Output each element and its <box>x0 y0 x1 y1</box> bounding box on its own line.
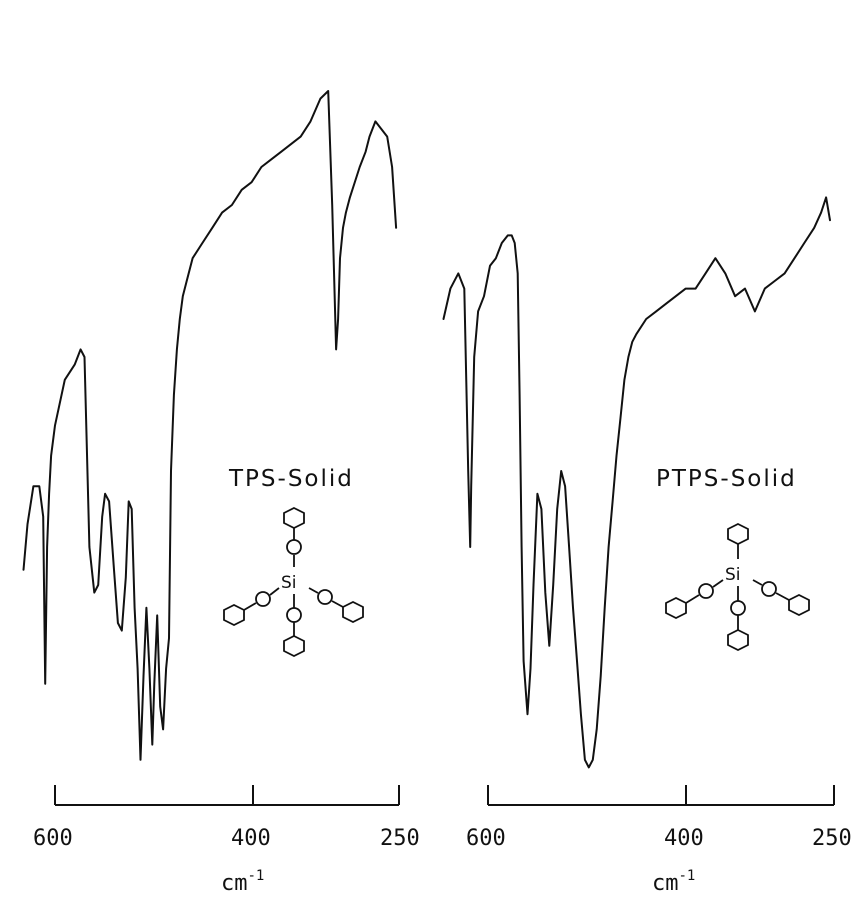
tps-tick-label-250: 250 <box>380 826 420 851</box>
ptps-x-axis-unit: cm-1 <box>652 868 695 896</box>
tps-x-axis-unit: cm-1 <box>221 868 264 896</box>
ptps-molecule-diagram: Si <box>665 522 810 652</box>
ptps-tick-label-400: 400 <box>664 826 704 851</box>
ptps-tick-label-250: 250 <box>812 826 852 851</box>
tps-spectrum-line-0 <box>22 90 398 761</box>
tps-si-label: Si <box>281 573 297 593</box>
ptps-panel: 600 400 250 cm-1 PTPS-Solid Si <box>442 196 852 896</box>
tps-molecule-diagram: Si <box>223 506 364 658</box>
ptps-si-label: Si <box>725 565 741 585</box>
ptps-tick-label-600: 600 <box>466 826 506 851</box>
ptps-spectrum-line-0 <box>442 196 831 769</box>
tps-panel: 600 400 250 cm-1 TPS-Solid Si <box>22 90 420 896</box>
tps-sample-label: TPS-Solid <box>228 466 354 492</box>
ptps-spectrum-trace-group <box>442 196 831 769</box>
tps-spectrum-trace-group <box>22 90 398 761</box>
tps-tick-label-400: 400 <box>231 826 271 851</box>
ptps-sample-label: PTPS-Solid <box>656 466 797 492</box>
tps-tick-label-600: 600 <box>33 826 73 851</box>
